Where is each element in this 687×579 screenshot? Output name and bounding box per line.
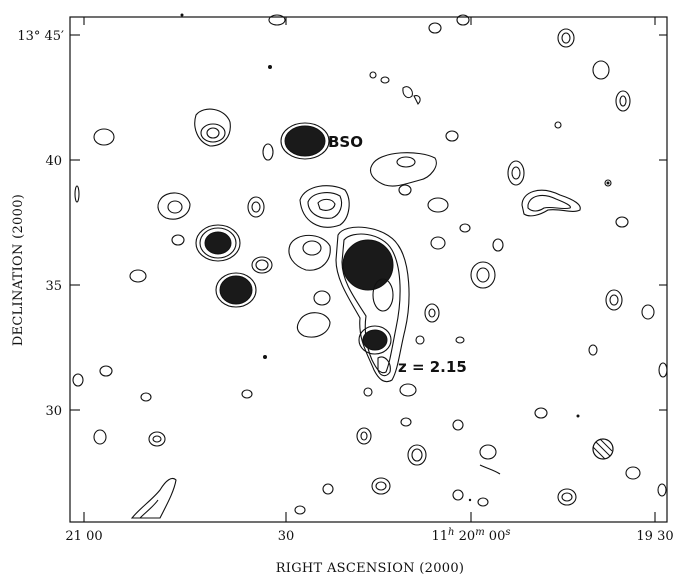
y-tick-label: 30: [45, 404, 62, 419]
left-sources: [195, 224, 273, 308]
y-axis-title: DECLINATION (2000): [11, 194, 26, 346]
beam-circle: [592, 438, 614, 460]
contour-field: [72, 13, 668, 519]
x-tick-label: 30: [278, 529, 295, 544]
x-tick-label: 19 30: [636, 529, 673, 544]
axis-ticks: [70, 17, 667, 522]
central-jet: [299, 185, 410, 383]
bso-source: [280, 122, 330, 160]
x-tick-label: 21 00: [65, 529, 102, 544]
y-tick-label: 40: [45, 154, 62, 169]
noise-dots: [180, 13, 610, 502]
redshift-label: z = 2.15: [398, 358, 467, 376]
plot-frame: [69, 16, 668, 523]
bso-label: BSO: [328, 133, 363, 151]
faint-contours: [72, 14, 668, 519]
y-tick-label: 13° 45′: [17, 29, 64, 44]
x-axis-title: RIGHT ASCENSION (2000): [276, 561, 465, 576]
x-tick-label: 11h 20m 00s: [432, 527, 511, 545]
y-tick-label: 35: [45, 279, 62, 294]
